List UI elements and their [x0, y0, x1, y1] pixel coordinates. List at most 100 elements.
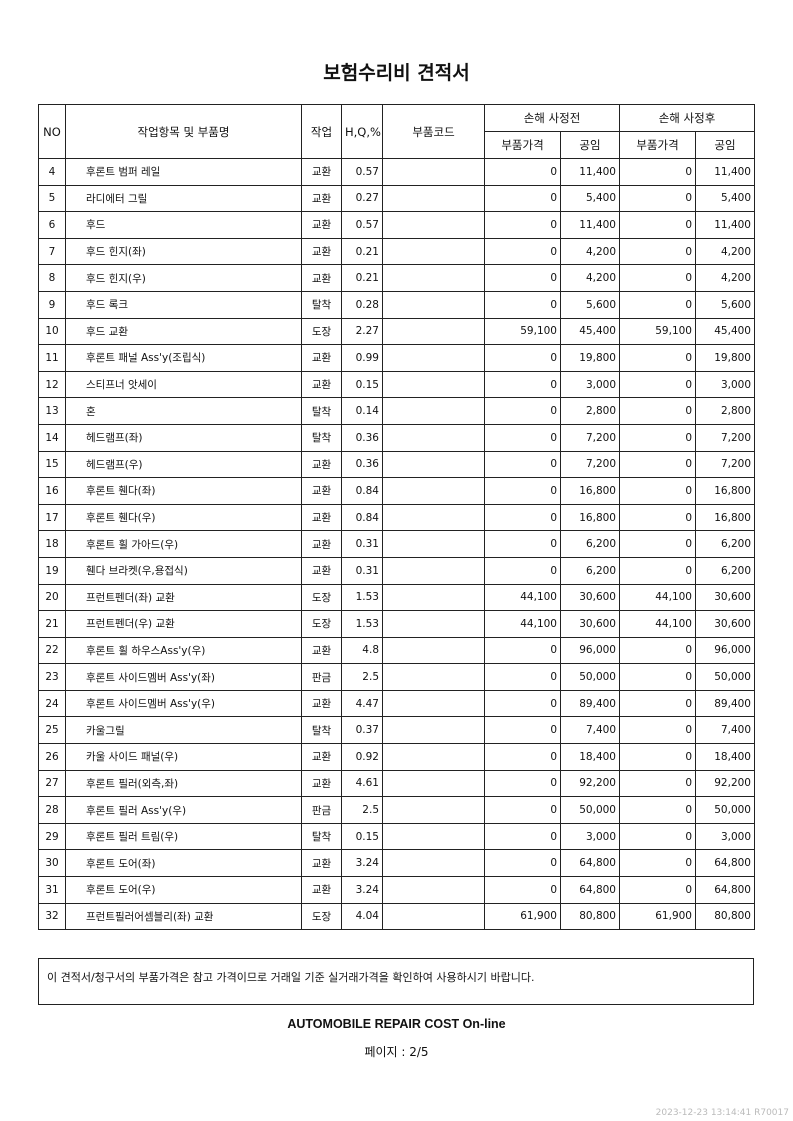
cell-before-labor: 4,200 [560, 237, 620, 266]
cell-after-part: 0 [619, 822, 696, 851]
cell-after-labor: 18,400 [695, 743, 755, 771]
table-row: 19 휀다 브라켓(우,용접식) 교환 0.31 0 6,200 0 6,200 [38, 556, 755, 585]
table-row: 4 후론트 범퍼 레일 교환 0.57 0 11,400 0 11,400 [38, 158, 755, 186]
cell-after-labor: 7,200 [695, 450, 755, 479]
cell-name: 후론트 휠 가아드(우) [65, 530, 302, 558]
cell-after-part: 0 [619, 237, 696, 266]
cell-after-labor: 3,000 [695, 370, 755, 399]
cell-no: 32 [38, 902, 66, 931]
cell-work: 교환 [301, 876, 342, 904]
cell-after-labor: 3,000 [695, 822, 755, 851]
cell-before-labor: 7,200 [560, 450, 620, 479]
table-row: 17 후론트 휀다(우) 교환 0.84 0 16,800 0 16,800 [38, 503, 755, 532]
cell-code [382, 876, 485, 904]
cell-before-part: 0 [484, 743, 561, 771]
cell-after-part: 0 [619, 397, 696, 425]
cell-code [382, 743, 485, 771]
cell-before-labor: 19,800 [560, 344, 620, 372]
cell-no: 25 [38, 716, 66, 745]
cell-name: 헤드램프(좌) [65, 423, 302, 452]
cell-hq: 4.47 [341, 689, 383, 718]
cell-code [382, 556, 485, 585]
cell-work: 도장 [301, 902, 342, 931]
cell-work: 교환 [301, 184, 342, 213]
cell-hq: 0.57 [341, 158, 383, 186]
cell-hq: 0.92 [341, 743, 383, 771]
cell-work: 탈착 [301, 423, 342, 452]
cell-before-part: 0 [484, 158, 561, 186]
cell-work: 교환 [301, 556, 342, 585]
notice-box: 이 견적서/청구서의 부품가격은 참고 가격이므로 거래일 기준 실거래가격을 … [38, 958, 754, 1005]
cell-after-part: 0 [619, 477, 696, 505]
cell-hq: 0.37 [341, 716, 383, 745]
cell-hq: 0.99 [341, 344, 383, 372]
cell-no: 6 [38, 211, 66, 239]
cell-after-part: 0 [619, 530, 696, 558]
cell-no: 9 [38, 290, 66, 319]
table-row: 22 후론트 휠 하우스Ass'y(우) 교환 4.8 0 96,000 0 96,000 [38, 636, 755, 665]
cell-before-part: 59,100 [484, 317, 561, 346]
cell-work: 교환 [301, 370, 342, 399]
cell-work: 교환 [301, 477, 342, 505]
footer-title: AUTOMOBILE REPAIR COST On-line [287, 1017, 506, 1031]
cell-code [382, 663, 485, 691]
cell-code [382, 264, 485, 292]
cell-no: 5 [38, 184, 66, 213]
table-row: 14 헤드램프(좌) 탈착 0.36 0 7,200 0 7,200 [38, 423, 755, 452]
cell-after-part: 0 [619, 503, 696, 532]
cell-no: 29 [38, 822, 66, 851]
cell-no: 14 [38, 423, 66, 452]
cell-after-labor: 5,400 [695, 184, 755, 213]
cell-code [382, 822, 485, 851]
cell-after-labor: 19,800 [695, 344, 755, 372]
cell-hq: 0.28 [341, 290, 383, 319]
cell-no: 11 [38, 344, 66, 372]
cell-no: 21 [38, 610, 66, 638]
cell-no: 26 [38, 743, 66, 771]
cell-no: 15 [38, 450, 66, 479]
cell-after-part: 0 [619, 184, 696, 213]
cell-no: 30 [38, 849, 66, 878]
cell-no: 28 [38, 796, 66, 824]
cell-before-labor: 45,400 [560, 317, 620, 346]
cell-code [382, 503, 485, 532]
cell-before-part: 0 [484, 423, 561, 452]
cell-no: 10 [38, 317, 66, 346]
cell-after-labor: 45,400 [695, 317, 755, 346]
cell-before-labor: 80,800 [560, 902, 620, 931]
cell-work: 탈착 [301, 290, 342, 319]
cell-after-part: 0 [619, 796, 696, 824]
table-row: 12 스티프너 앗세이 교환 0.15 0 3,000 0 3,000 [38, 370, 755, 399]
table-row: 13 혼 탈착 0.14 0 2,800 0 2,800 [38, 397, 755, 425]
cell-hq: 2.27 [341, 317, 383, 346]
cell-work: 교환 [301, 211, 342, 239]
cell-after-part: 0 [619, 876, 696, 904]
cell-code [382, 689, 485, 718]
cell-before-labor: 2,800 [560, 397, 620, 425]
cell-name: 후론트 패널 Ass'y(조립식) [65, 344, 302, 372]
cell-after-labor: 30,600 [695, 610, 755, 638]
cell-name: 라디에터 그릴 [65, 184, 302, 213]
cell-hq: 0.21 [341, 264, 383, 292]
table-row: 23 후론트 사이드멤버 Ass'y(좌) 판금 2.5 0 50,000 0 50,000 [38, 663, 755, 691]
cell-before-part: 0 [484, 530, 561, 558]
cell-name: 후드 힌지(우) [65, 264, 302, 292]
header-name: 작업항목 및 부품명 [65, 104, 302, 159]
cell-before-labor: 16,800 [560, 477, 620, 505]
cell-name: 카울그릴 [65, 716, 302, 745]
cell-before-labor: 4,200 [560, 264, 620, 292]
cell-before-part: 0 [484, 769, 561, 798]
cell-work: 교환 [301, 849, 342, 878]
cell-after-part: 0 [619, 689, 696, 718]
table-row: 21 프런트펜더(우) 교환 도장 1.53 44,100 30,600 44,100 30,… [38, 610, 755, 638]
cell-before-part: 0 [484, 822, 561, 851]
cell-code [382, 530, 485, 558]
cell-after-part: 0 [619, 211, 696, 239]
cell-no: 22 [38, 636, 66, 665]
table-row: 26 카울 사이드 패널(우) 교환 0.92 0 18,400 0 18,400 [38, 743, 755, 771]
cell-before-part: 0 [484, 636, 561, 665]
cell-before-part: 0 [484, 211, 561, 239]
cell-hq: 3.24 [341, 849, 383, 878]
cell-after-part: 0 [619, 663, 696, 691]
cell-before-part: 0 [484, 290, 561, 319]
